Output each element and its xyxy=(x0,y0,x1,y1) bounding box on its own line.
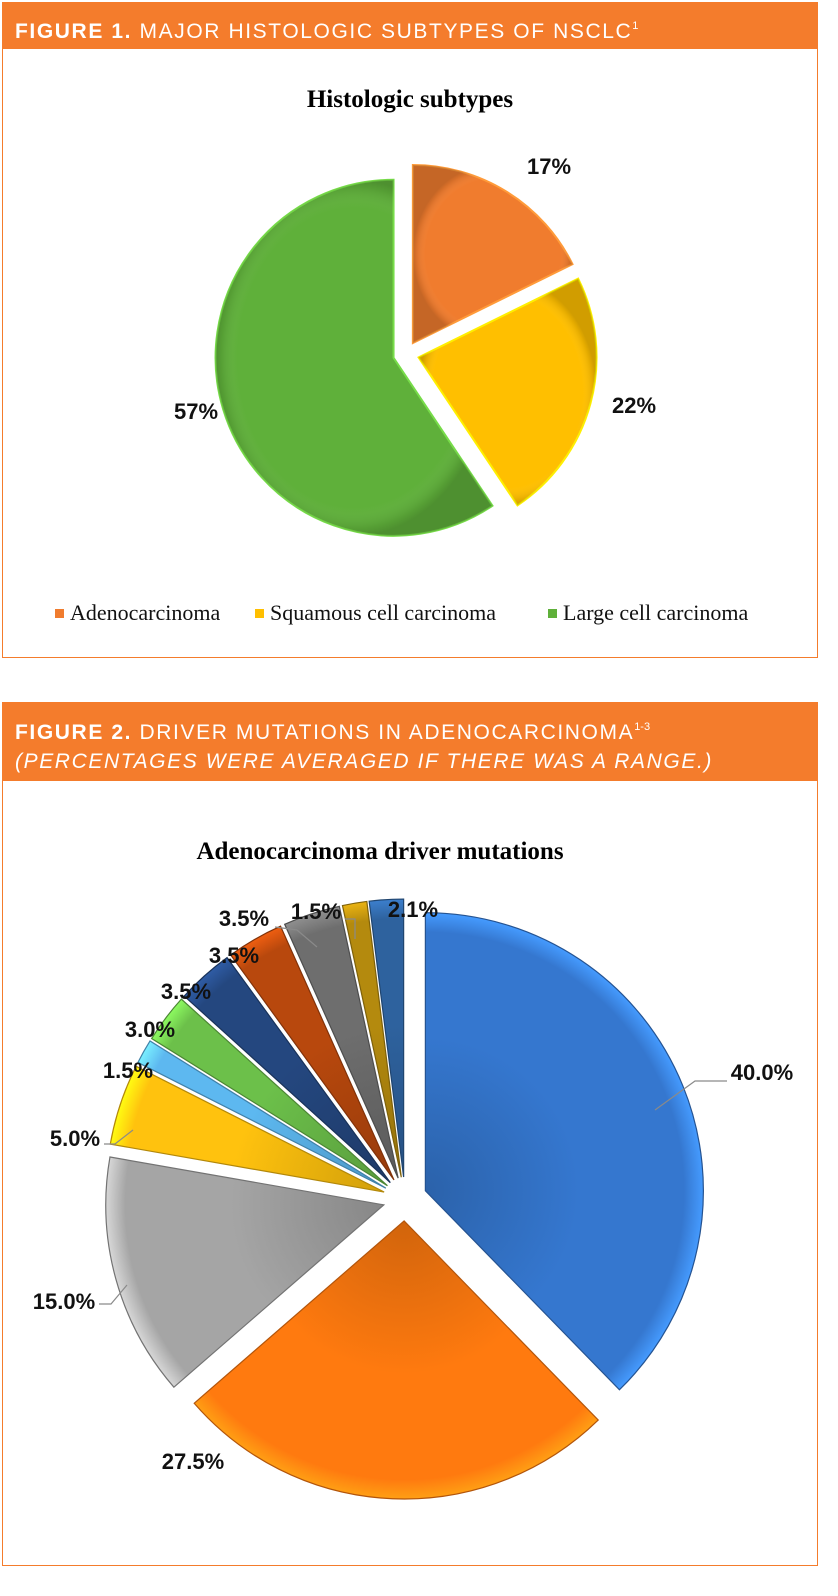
figure-2-note: (PERCENTAGES WERE AVERAGED IF THERE WAS … xyxy=(15,750,714,773)
data-label-slice-3: 15.0% xyxy=(33,1289,95,1314)
pie-slice-large-cell-carcinoma xyxy=(214,178,494,537)
figure-2-caption: DRIVER MUTATIONS IN ADENOCARCINOMA xyxy=(132,721,635,744)
data-label-slice-5: 1.5% xyxy=(103,1058,153,1083)
figure-1-panel: FIGURE 1. MAJOR HISTOLOGIC SUBTYPES OF N… xyxy=(2,2,818,658)
data-label-slice-8: 3.5% xyxy=(209,943,259,968)
pie-slice-1 xyxy=(424,912,704,1391)
pie-slice-11 xyxy=(368,898,405,1178)
leader-line xyxy=(654,1080,727,1111)
legend-swatch xyxy=(55,609,64,618)
figure-1-banner: FIGURE 1. MAJOR HISTOLOGIC SUBTYPES OF N… xyxy=(3,3,817,49)
data-label-slice-2: 27.5% xyxy=(162,1449,224,1474)
pie-slice-adenocarcinoma xyxy=(411,163,574,345)
data-label-slice-1: 40.0% xyxy=(731,1060,793,1085)
pie-slice-6 xyxy=(150,998,388,1187)
data-label-slice-11: 2.1% xyxy=(388,897,438,922)
driver-mutations-chart: Adenocarcinoma driver mutations 40.0% 27.… xyxy=(33,838,793,1500)
legend-label: Squamous cell carcinoma xyxy=(270,600,496,625)
leader-line xyxy=(345,918,356,939)
leader-line xyxy=(104,1129,134,1145)
legend-swatch xyxy=(548,609,557,618)
data-label-slice-10: 1.5% xyxy=(291,899,341,924)
data-label-slice-4: 5.0% xyxy=(50,1126,100,1151)
pie-slice-8 xyxy=(229,925,395,1181)
figure-1-caption: MAJOR HISTOLOGIC SUBTYPES OF NSCLC xyxy=(132,20,633,43)
figure-1-label: FIGURE 1. xyxy=(15,20,133,43)
legend-label: Adenocarcinoma xyxy=(70,600,220,625)
legend-label: Large cell carcinoma xyxy=(563,600,748,625)
legend-item-large-cell-carcinoma: Large cell carcinoma xyxy=(548,600,748,625)
chart-1-title: Histologic subtypes xyxy=(307,86,514,113)
leader-line xyxy=(99,1284,128,1305)
data-label-large-cell-carcinoma: 57% xyxy=(174,399,218,424)
leader-line xyxy=(274,926,318,948)
figure-2-panel: FIGURE 2. DRIVER MUTATIONS IN ADENOCARCI… xyxy=(2,702,818,1566)
histologic-subtypes-chart: Histologic subtypes 17% 22% 57% Adenocarci… xyxy=(55,86,748,625)
data-label-slice-7: 3.5% xyxy=(161,979,211,1004)
legend-item-squamous-cell-carcinoma: Squamous cell carcinoma xyxy=(255,600,496,625)
data-label-adenocarcinoma: 17% xyxy=(527,154,571,179)
pie-slice-2 xyxy=(193,1220,600,1500)
pie-slice-7 xyxy=(183,956,391,1184)
pie-slice-9 xyxy=(283,905,399,1179)
data-label-slice-6: 3.0% xyxy=(125,1017,175,1042)
pie-slice-5 xyxy=(137,1040,387,1189)
chart-2-title: Adenocarcinoma driver mutations xyxy=(196,838,563,865)
legend-swatch xyxy=(255,609,264,618)
figure-2-reference: 1-3 xyxy=(634,721,651,733)
figure-2-banner: FIGURE 2. DRIVER MUTATIONS IN ADENOCARCI… xyxy=(3,703,817,781)
figure-2-label: FIGURE 2. xyxy=(15,721,133,744)
pie-slice-10 xyxy=(341,900,402,1178)
pie-slice-squamous-cell-carcinoma xyxy=(417,277,598,507)
figure-1-reference: 1 xyxy=(632,20,639,32)
data-label-slice-9: 3.5% xyxy=(219,906,269,931)
data-label-squamous-cell-carcinoma: 22% xyxy=(612,393,656,418)
pie-slice-3 xyxy=(105,1156,386,1389)
legend-item-adenocarcinoma: Adenocarcinoma xyxy=(55,600,220,625)
